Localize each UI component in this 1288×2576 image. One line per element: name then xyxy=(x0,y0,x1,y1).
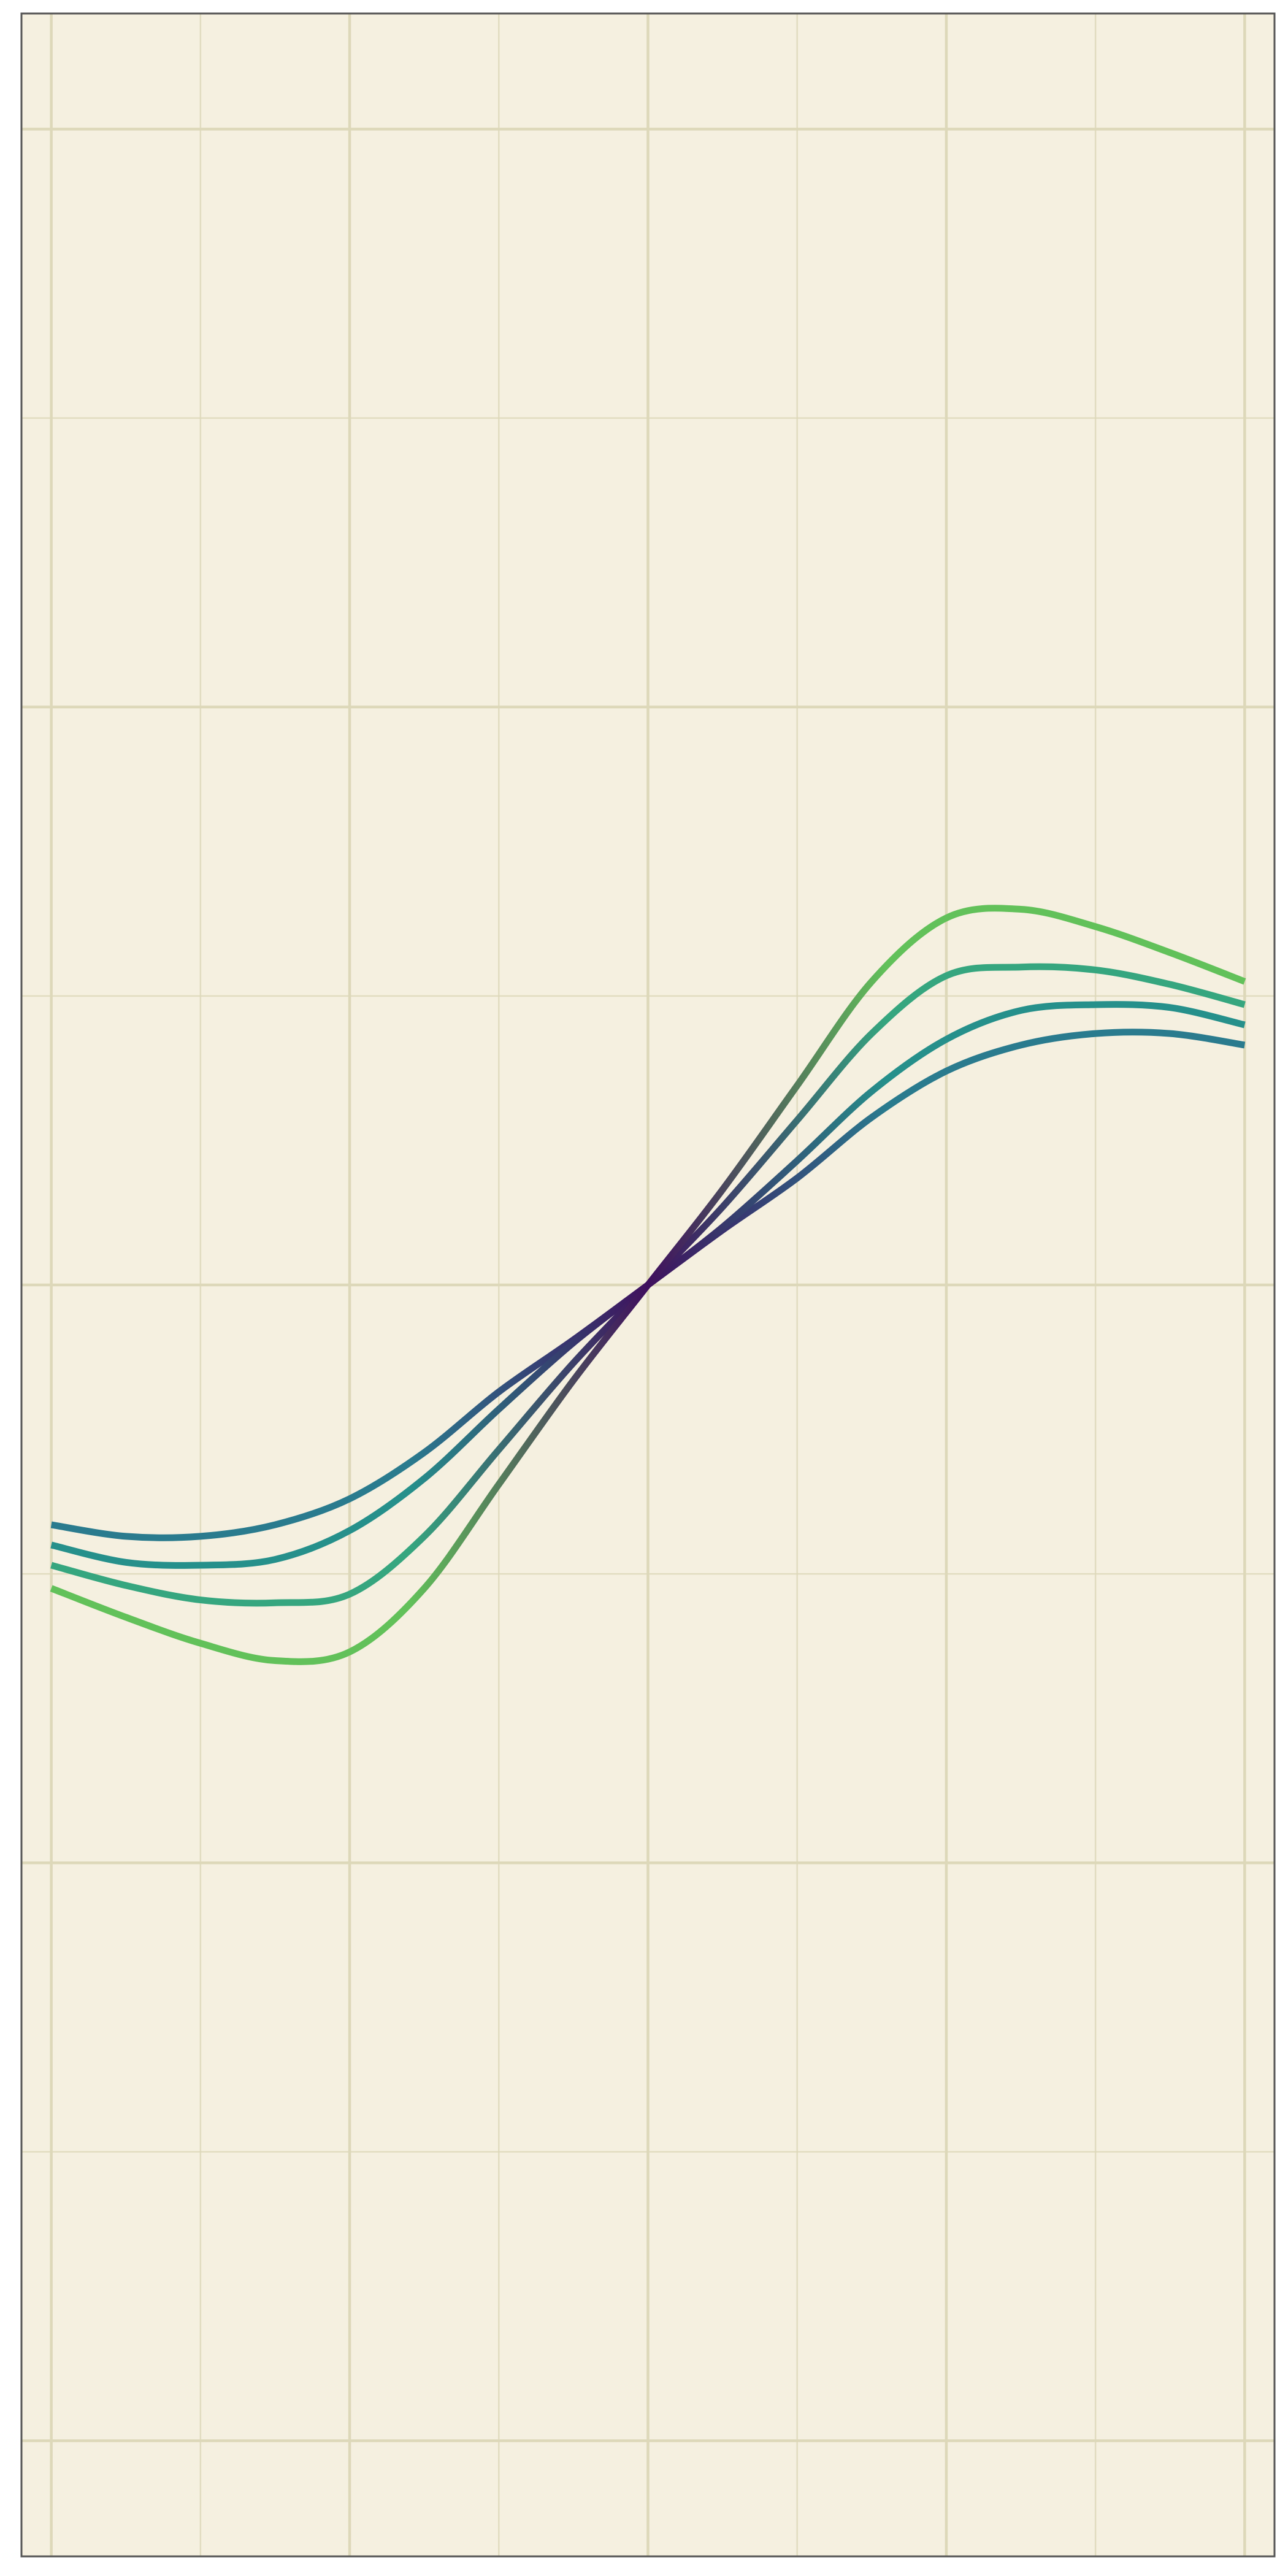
series-line-4 xyxy=(50,905,1246,1665)
series-group xyxy=(50,905,1246,1665)
plot-frame xyxy=(20,12,1276,2558)
